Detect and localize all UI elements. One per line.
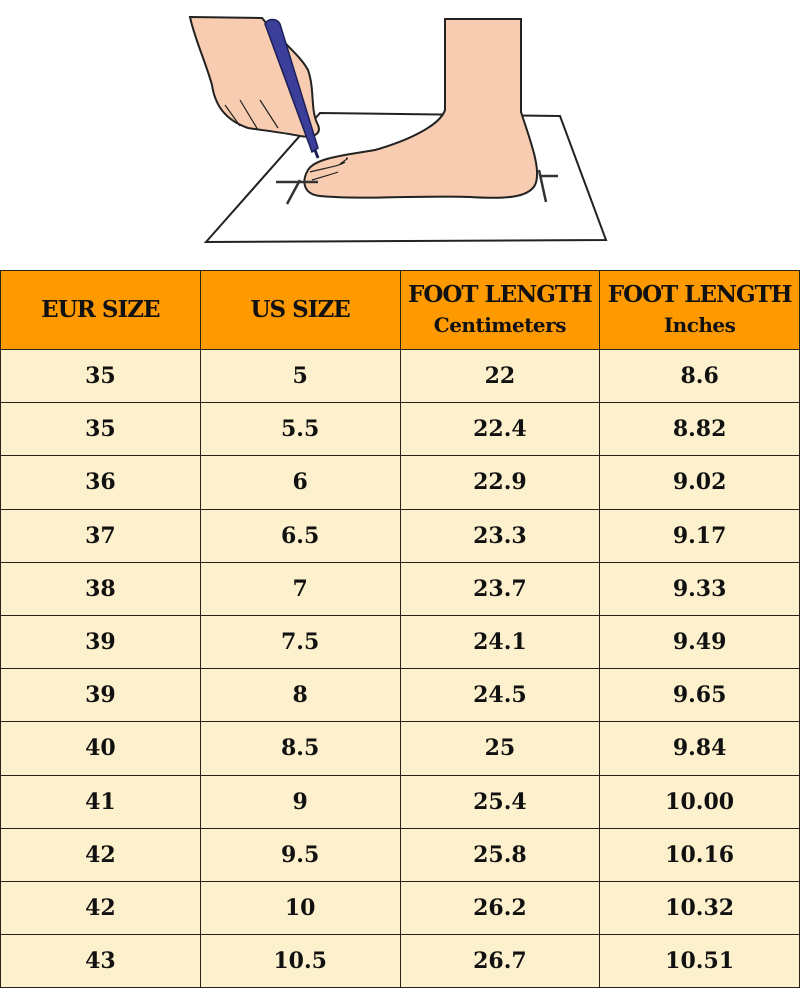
- eur-size-cell: 40: [0, 721, 201, 776]
- table-row: 37 6.5 23.3 9.17: [0, 508, 800, 563]
- eur-size-cell: 35: [0, 348, 201, 404]
- table-row: 39 7.5 24.1 9.49: [0, 614, 800, 670]
- table-row: 40 8.5 25 9.84: [0, 721, 800, 776]
- table-row: 35 5.5 22.4 8.82: [0, 402, 800, 457]
- table-row: 42 9.5 25.8 10.16: [0, 827, 800, 882]
- table-row: 38 7 23.7 9.33: [0, 561, 800, 616]
- foot-length-in-cell: 10.32: [599, 880, 800, 936]
- header-title: FOOT LENGTH: [607, 281, 793, 308]
- pen-icon: [264, 18, 320, 159]
- eur-size-cell: 39: [0, 668, 201, 723]
- us-size-cell: 7.5: [199, 614, 401, 670]
- table-row: 39 8 24.5 9.65: [0, 668, 800, 723]
- foot-length-in-cell: 10.16: [599, 827, 800, 882]
- header-title: FOOT LENGTH: [408, 281, 593, 308]
- foot-length-in-cell: 9.17: [599, 508, 800, 563]
- foot-measuring-illustration: [188, 15, 608, 244]
- size-chart-table: EUR SIZE US SIZE FOOT LENGTH Centimeters …: [0, 270, 800, 989]
- us-size-cell: 10: [199, 880, 401, 936]
- foot-length-cm-cell: 25.4: [399, 774, 601, 829]
- table-row: 43 10.5 26.7 10.51: [0, 934, 800, 989]
- eur-size-cell: 37: [0, 508, 201, 563]
- us-size-cell: 9: [199, 774, 401, 829]
- us-size-cell: 7: [199, 561, 401, 616]
- foot-length-cm-cell: 22.4: [399, 402, 601, 457]
- header-eur-size: EUR SIZE: [0, 270, 201, 350]
- foot-length-cm-cell: 25.8: [399, 827, 601, 882]
- eur-size-cell: 41: [0, 774, 201, 829]
- foot-length-in-cell: 9.02: [599, 455, 800, 510]
- header-title: US SIZE: [250, 296, 350, 323]
- eur-size-cell: 39: [0, 614, 201, 670]
- header-foot-length-cm: FOOT LENGTH Centimeters: [399, 270, 601, 350]
- table-row: 36 6 22.9 9.02: [0, 455, 800, 510]
- foot-length-in-cell: 9.84: [599, 721, 800, 776]
- eur-size-cell: 42: [0, 880, 201, 936]
- header-subtitle: Centimeters: [433, 313, 567, 337]
- foot-length-cm-cell: 23.7: [399, 561, 601, 616]
- eur-size-cell: 38: [0, 561, 201, 616]
- table-header-row: EUR SIZE US SIZE FOOT LENGTH Centimeters …: [0, 270, 800, 350]
- marker-lines: [276, 169, 558, 205]
- us-size-cell: 9.5: [199, 827, 401, 882]
- table-row: 41 9 25.4 10.00: [0, 774, 800, 829]
- us-size-cell: 6: [199, 455, 401, 510]
- foot-length-in-cell: 10.51: [599, 934, 800, 989]
- table-row: 42 10 26.2 10.32: [0, 880, 800, 936]
- foot-length-cm-cell: 26.7: [399, 934, 601, 989]
- eur-size-cell: 43: [0, 934, 201, 989]
- header-title: EUR SIZE: [41, 296, 160, 323]
- eur-size-cell: 36: [0, 455, 201, 510]
- table-row: 35 5 22 8.6: [0, 348, 800, 404]
- foot-length-in-cell: 8.82: [599, 402, 800, 457]
- foot-length-in-cell: 10.00: [599, 774, 800, 829]
- foot-length-in-cell: 8.6: [599, 348, 800, 404]
- foot-length-in-cell: 9.33: [599, 561, 800, 616]
- header-foot-length-in: FOOT LENGTH Inches: [599, 270, 800, 350]
- foot-length-cm-cell: 24.1: [399, 614, 601, 670]
- us-size-cell: 10.5: [199, 934, 401, 989]
- foot-length-in-cell: 9.65: [599, 668, 800, 723]
- us-size-cell: 5: [199, 348, 401, 404]
- foot-length-cm-cell: 26.2: [399, 880, 601, 936]
- foot-icon: [303, 18, 539, 199]
- eur-size-cell: 35: [0, 402, 201, 457]
- foot-length-cm-cell: 22.9: [399, 455, 601, 510]
- header-us-size: US SIZE: [199, 270, 401, 350]
- foot-length-cm-cell: 25: [399, 721, 601, 776]
- foot-length-cm-cell: 22: [399, 348, 601, 404]
- us-size-cell: 8: [199, 668, 401, 723]
- foot-length-cm-cell: 24.5: [399, 668, 601, 723]
- foot-length-cm-cell: 23.3: [399, 508, 601, 563]
- eur-size-cell: 42: [0, 827, 201, 882]
- us-size-cell: 6.5: [199, 508, 401, 563]
- foot-length-in-cell: 9.49: [599, 614, 800, 670]
- header-subtitle: Inches: [663, 313, 736, 337]
- us-size-cell: 8.5: [199, 721, 401, 776]
- us-size-cell: 5.5: [199, 402, 401, 457]
